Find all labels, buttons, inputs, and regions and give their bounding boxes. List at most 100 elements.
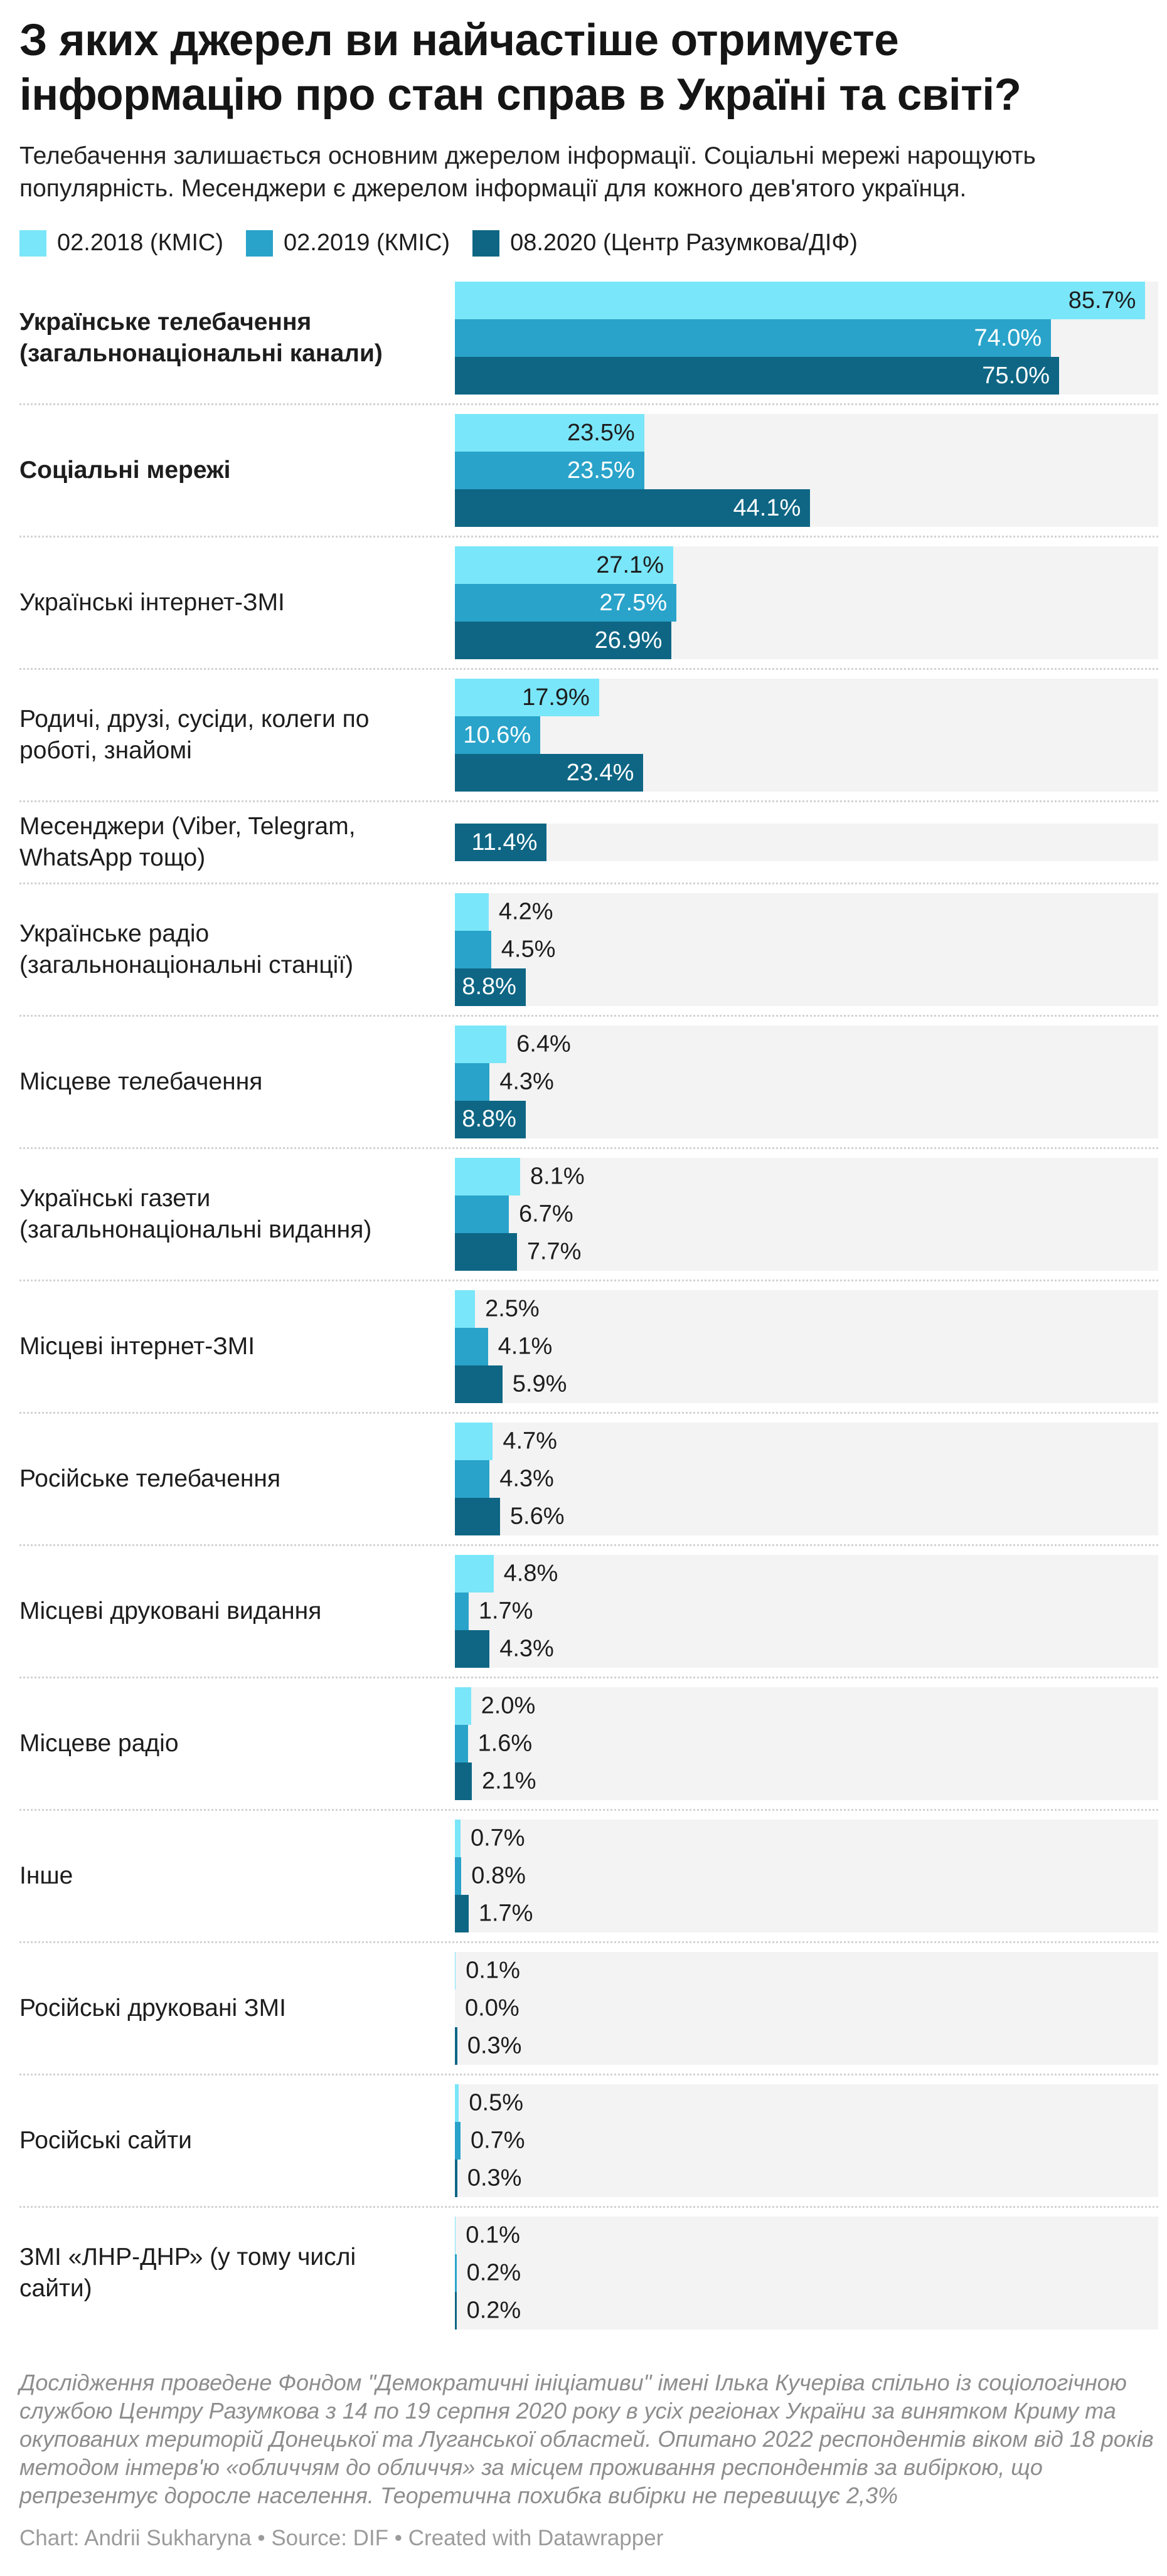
bar-fill xyxy=(455,1724,468,1762)
bar-fill xyxy=(455,1687,471,1725)
bar-fill: 75.0% xyxy=(455,357,1060,395)
bar-fill: 23.5% xyxy=(455,414,644,452)
value-label: 27.1% xyxy=(596,551,664,578)
row-separator xyxy=(19,1014,1158,1017)
category-row: Соціальні мережі 23.5% 23.5% 44.1% xyxy=(19,405,1158,536)
bar-fill xyxy=(455,1819,461,1857)
category-label: Місцеве телебачення xyxy=(19,1068,263,1096)
bar: 75.0% xyxy=(455,357,1158,395)
category-label: Соціальні мережі xyxy=(19,457,231,484)
category-label: Українські газети (загальнонаціональні в… xyxy=(19,1185,372,1243)
bar-fill xyxy=(455,1290,476,1328)
bar: 4.3% xyxy=(455,1630,1158,1668)
legend-label: 02.2018 (КМІС) xyxy=(57,230,224,257)
bar-fill xyxy=(455,1630,490,1668)
bar: 10.6% xyxy=(455,716,1158,755)
value-label: 0.0% xyxy=(465,1995,520,2022)
value-label: 1.6% xyxy=(477,1730,533,1757)
row-separator xyxy=(19,2073,1158,2075)
chart-subtitle: Телебачення залишається основним джерело… xyxy=(19,142,1036,202)
category-label: Українське телебачення (загальнонаціонал… xyxy=(19,309,383,368)
bar-fill xyxy=(455,1554,494,1593)
bar: 1.6% xyxy=(455,1724,1158,1762)
value-label: 23.5% xyxy=(567,419,635,446)
bar: 2.5% xyxy=(455,1290,1158,1328)
bar: 8.8% xyxy=(455,968,1158,1006)
bar: 4.3% xyxy=(455,1063,1158,1101)
bar-group: 2.0% 1.6% 2.1% xyxy=(455,1687,1158,1800)
bar: 8.8% xyxy=(455,1100,1158,1138)
chart-container: З яких джерел ви найчастіше отримуєте ін… xyxy=(0,14,1167,2576)
bar-group: 4.8% 1.7% 4.3% xyxy=(455,1554,1158,1668)
bar: 0.2% xyxy=(455,2291,1158,2330)
bar: 0.3% xyxy=(455,2027,1158,2065)
bar-fill xyxy=(455,1894,469,1932)
bar-group: 11.4% xyxy=(455,824,1158,862)
category-row: Місцеві інтернет-ЗМІ 2.5% 4.1% 5.9% xyxy=(19,1281,1158,1412)
bar: 23.5% xyxy=(455,452,1158,490)
row-separator xyxy=(19,1808,1158,1811)
row-separator xyxy=(19,1941,1158,1943)
bar-group: 85.7% 74.0% 75.0% xyxy=(455,282,1158,395)
value-label: 6.4% xyxy=(516,1031,571,1057)
bar-fill xyxy=(455,1232,517,1271)
bar-fill xyxy=(455,2216,456,2254)
bar-group: 8.1% 6.7% 7.7% xyxy=(455,1157,1158,1271)
bar-fill: 27.5% xyxy=(455,584,677,622)
value-label: 23.4% xyxy=(566,759,634,786)
bar-group: 23.5% 23.5% 44.1% xyxy=(455,414,1158,527)
bar: 23.4% xyxy=(455,754,1158,792)
category-row: Місцеві друковані видання 4.8% 1.7% 4.3% xyxy=(19,1546,1158,1677)
bar-fill xyxy=(455,930,491,968)
bar: 0.5% xyxy=(455,2084,1158,2122)
category-row: Місцеве телебачення 6.4% 4.3% 8.8% xyxy=(19,1017,1158,1147)
bar-fill xyxy=(455,1327,488,1365)
bar: 0.1% xyxy=(455,2216,1158,2254)
value-label: 0.8% xyxy=(471,1862,526,1889)
row-separator xyxy=(19,2205,1158,2208)
category-row: Месенджери (Viber, Telegram, WhatsApp то… xyxy=(19,802,1158,883)
bar: 6.7% xyxy=(455,1195,1158,1233)
value-label: 4.8% xyxy=(503,1560,558,1587)
bar: 5.6% xyxy=(455,1497,1158,1535)
bar-fill xyxy=(455,2159,457,2197)
bar-fill: 27.1% xyxy=(455,546,673,585)
footer-note: Дослідження проведене Фондом "Демократич… xyxy=(19,2369,1154,2508)
category-label: Російські друковані ЗМІ xyxy=(19,1995,286,2022)
bar-fill: 23.4% xyxy=(455,754,644,792)
bar-group: 0.1% 0.0% 0.3% xyxy=(455,1951,1158,2065)
value-label: 27.5% xyxy=(599,589,668,616)
value-label: 0.1% xyxy=(466,2222,520,2249)
value-label: 10.6% xyxy=(463,721,531,748)
bar: 4.3% xyxy=(455,1460,1158,1498)
bar: 27.5% xyxy=(455,584,1158,622)
bar-fill xyxy=(455,1195,509,1233)
category-row: Українське телебачення (загальнонаціонал… xyxy=(19,273,1158,403)
value-label: 44.1% xyxy=(733,494,801,521)
bar-fill: 8.8% xyxy=(455,1100,526,1138)
value-label: 0.2% xyxy=(466,2297,521,2324)
row-separator xyxy=(19,800,1158,803)
category-row: Українське радіо (загальнонаціональні ст… xyxy=(19,884,1158,1015)
bar-fill xyxy=(455,893,489,931)
bar: 11.4% xyxy=(455,824,1158,862)
value-label: 4.3% xyxy=(499,1465,554,1492)
bar: 0.2% xyxy=(455,2254,1158,2292)
bar-group: 0.1% 0.2% 0.2% xyxy=(455,2216,1158,2330)
value-label: 2.5% xyxy=(485,1295,540,1322)
bar: 8.1% xyxy=(455,1157,1158,1195)
category-label: Місцеві інтернет-ЗМІ xyxy=(19,1333,255,1360)
bar-fill: 11.4% xyxy=(455,824,547,862)
category-row: Російське телебачення 4.7% 4.3% 5.6% xyxy=(19,1414,1158,1544)
bar-fill xyxy=(455,1592,469,1630)
row-separator xyxy=(19,536,1158,538)
value-label: 0.1% xyxy=(466,1957,520,1984)
bar-fill: 26.9% xyxy=(455,622,672,660)
bar-group: 0.5% 0.7% 0.3% xyxy=(455,2084,1158,2197)
bar: 4.7% xyxy=(455,1422,1158,1460)
bar-fill xyxy=(455,1025,507,1063)
bar: 4.2% xyxy=(455,893,1158,931)
value-label: 5.9% xyxy=(512,1370,567,1397)
value-label: 26.9% xyxy=(594,627,663,654)
bar: 0.1% xyxy=(455,1951,1158,1990)
